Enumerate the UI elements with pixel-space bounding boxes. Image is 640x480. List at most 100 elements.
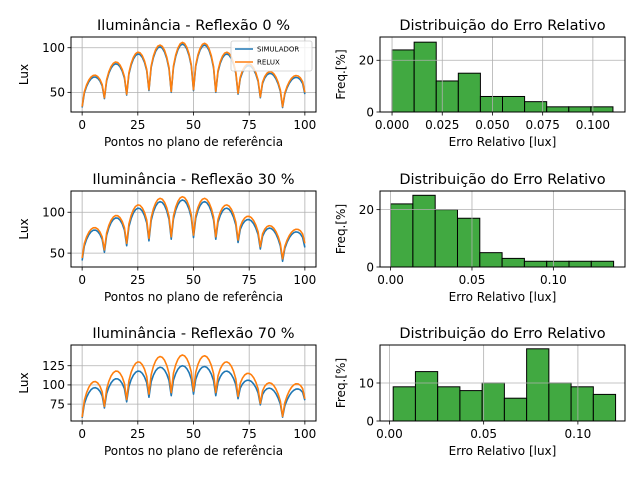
- x-tick-label: 25: [130, 427, 145, 441]
- y-tick-label: 100: [42, 41, 65, 55]
- x-axis-label: Erro Relativo [lux]: [449, 135, 557, 149]
- series-line-relux: [81, 354, 306, 418]
- y-tick-label: 100: [42, 206, 65, 220]
- x-tick-label: 75: [242, 427, 257, 441]
- chart-panel-2: Distribuição do Erro Relativo 0.000 0.025 0…: [334, 18, 626, 149]
- histogram-bar: [501, 257, 525, 268]
- histogram-bar: [523, 260, 548, 268]
- x-tick-label: 0.10: [565, 427, 592, 441]
- x-tick-label: 75: [242, 118, 257, 132]
- y-tick-label: 0: [366, 105, 374, 119]
- x-axis-label: Pontos no plano de referência: [104, 444, 283, 458]
- y-tick-label: 50: [50, 246, 65, 260]
- histogram-bar: [590, 106, 614, 113]
- histogram-bar: [524, 101, 548, 113]
- legend: SIMULADOR RELUX: [230, 40, 313, 72]
- histogram-bar: [391, 49, 415, 113]
- x-tick-label: 0: [78, 118, 86, 132]
- x-tick-label: 50: [186, 427, 201, 441]
- bars: [391, 41, 614, 113]
- chart-panel-4: Distribuição do Erro Relativo 0.00 0.05 0.1…: [334, 172, 626, 304]
- x-tick-label: 25: [130, 118, 145, 132]
- histogram-bar: [568, 106, 592, 113]
- x-tick-label: 0.00: [376, 427, 403, 441]
- y-axis-label: Freq.[%]: [334, 358, 348, 408]
- y-tick-label: 0: [366, 260, 374, 274]
- y-axis-label: Lux: [17, 372, 31, 393]
- x-tick-label: 0.10: [540, 273, 567, 287]
- y-tick-label: 20: [359, 203, 374, 217]
- histogram-bar: [568, 260, 592, 268]
- series-lines: [81, 41, 306, 109]
- chart-title: Distribuição do Erro Relativo: [399, 18, 605, 34]
- chart-panel-5: Iluminância - Reflexão 70 % 0 25 50 75 100 75 1…: [17, 326, 317, 458]
- bars: [390, 194, 615, 268]
- x-tick-label: 0.00: [377, 273, 404, 287]
- histogram-bar: [503, 397, 528, 422]
- axes-frame: [379, 36, 626, 113]
- y-axis-label: Lux: [17, 218, 31, 239]
- histogram-bar: [526, 348, 550, 422]
- chart-panel-6: Distribuição do Erro Relativo 0.00 0.05 0.1…: [334, 326, 626, 458]
- histogram-bar: [392, 386, 416, 422]
- x-tick-label: 100: [293, 427, 316, 441]
- x-tick-label: 0.05: [459, 273, 486, 287]
- histogram-bar: [592, 393, 617, 422]
- x-tick-label: 50: [186, 118, 201, 132]
- histogram-bar: [414, 371, 439, 422]
- axes-frame: [379, 190, 626, 268]
- series-line-simulador: [81, 199, 306, 263]
- y-axis-label: Lux: [17, 64, 31, 85]
- x-axis-label: Pontos no plano de referência: [104, 135, 283, 149]
- x-axis-label: Erro Relativo [lux]: [449, 444, 557, 458]
- x-tick-label: 0.000: [375, 118, 409, 132]
- grid: [71, 191, 316, 267]
- y-tick-label: 0: [366, 414, 374, 428]
- histogram-bar: [435, 80, 459, 113]
- x-tick-label: 25: [130, 273, 145, 287]
- x-tick-label: 0.075: [525, 118, 559, 132]
- y-tick-label: 10: [359, 376, 374, 390]
- histogram-bar: [437, 386, 461, 422]
- x-tick-label: 100: [293, 118, 316, 132]
- histogram-bar: [457, 72, 481, 113]
- legend-label: SIMULADOR: [257, 46, 299, 54]
- histogram-bar: [413, 41, 437, 113]
- chart-title: Iluminância - Reflexão 70 %: [92, 326, 294, 342]
- histogram-bar: [456, 217, 481, 268]
- legend-label: RELUX: [257, 59, 280, 67]
- chart-title: Distribuição do Erro Relativo: [399, 172, 605, 188]
- histogram-bar: [412, 194, 436, 268]
- y-axis-label: Freq.[%]: [334, 204, 348, 254]
- x-tick-label: 100: [293, 273, 316, 287]
- y-tick-label: 75: [50, 397, 65, 411]
- histogram-bar: [590, 260, 615, 268]
- x-axis-label: Erro Relativo [lux]: [449, 290, 557, 304]
- chart-panel-3: Iluminância - Reflexão 30 % 0 25 50 75 100 50 1…: [17, 172, 317, 304]
- x-tick-label: 0: [78, 427, 86, 441]
- histogram-bar: [546, 260, 570, 268]
- x-tick-label: 0.05: [470, 427, 497, 441]
- x-tick-label: 75: [242, 273, 257, 287]
- histogram-bar: [390, 203, 414, 268]
- series-line-relux: [81, 41, 306, 108]
- x-axis-label: Pontos no plano de referência: [104, 290, 283, 304]
- y-tick-label: 100: [42, 378, 65, 392]
- series-line-simulador: [81, 43, 306, 109]
- chart-title: Iluminância - Reflexão 0 %: [97, 18, 290, 34]
- histogram-bar: [502, 95, 526, 113]
- x-tick-label: 0.100: [576, 118, 610, 132]
- histogram-bar: [570, 386, 594, 422]
- grid: [71, 345, 316, 421]
- histogram-bar: [546, 106, 570, 113]
- histogram-bar: [479, 95, 504, 113]
- series-lines: [81, 354, 306, 419]
- chart-title: Distribuição do Erro Relativo: [399, 326, 605, 342]
- y-axis-label: Freq.[%]: [334, 49, 348, 99]
- series-lines: [81, 195, 306, 263]
- bars: [392, 348, 617, 422]
- histogram-bar: [548, 382, 572, 422]
- y-tick-label: 50: [50, 86, 65, 100]
- series-line-relux: [81, 195, 306, 260]
- chart-panel-1: Iluminância - Reflexão 0 % 0 25 50 75 100 50 10…: [17, 18, 317, 149]
